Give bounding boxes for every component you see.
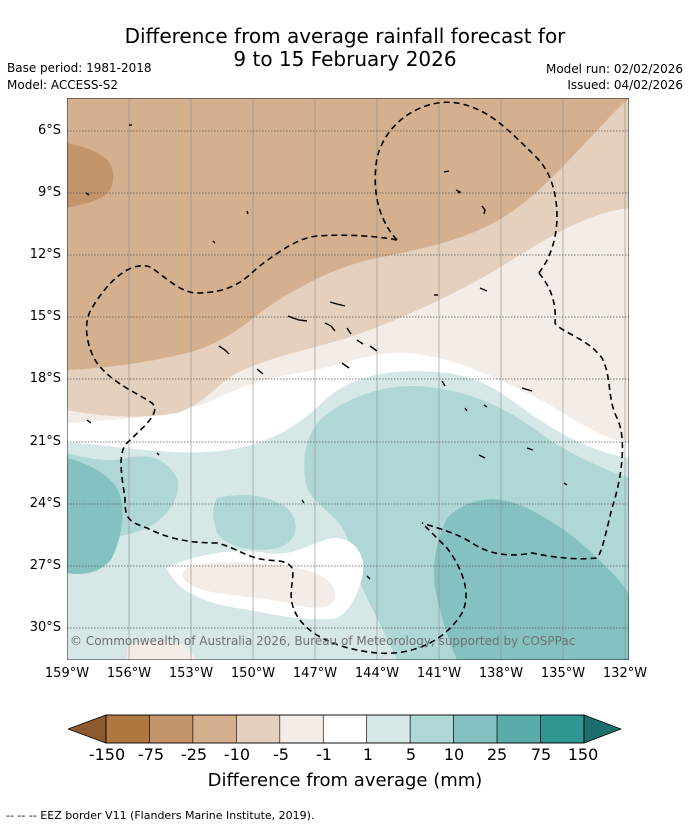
colorbar-tick-label: 75 <box>530 745 552 764</box>
model-name: Model: ACCESS-S2 <box>7 78 119 92</box>
island-24 <box>478 454 486 459</box>
island-14 <box>356 339 364 345</box>
colorbar-cell <box>149 714 194 744</box>
colorbar-tick-label: -5 <box>273 745 289 764</box>
issued-date: Issued: 04/02/2026 <box>567 78 683 92</box>
colorbar-tick-label: -75 <box>137 745 165 764</box>
island-7 <box>481 205 486 215</box>
band-10-to-25 <box>67 458 629 660</box>
island-11 <box>287 315 308 322</box>
colorbar-tick-label: -1 <box>316 745 332 764</box>
title-line-1: Difference from average rainfall forecas… <box>124 24 566 48</box>
colorbar-cell <box>496 714 541 744</box>
colorbar-cell <box>540 714 585 744</box>
colorbar-cell <box>366 714 411 744</box>
lat-label: 18°S <box>29 371 61 386</box>
island-25 <box>526 447 534 451</box>
lat-label: 21°S <box>29 434 61 449</box>
island-6 <box>479 287 488 292</box>
islands <box>85 124 568 580</box>
colorbar-tick-label: -10 <box>223 745 251 764</box>
island-19 <box>441 380 446 387</box>
island-29 <box>156 452 160 456</box>
colorbar-cell <box>236 714 281 744</box>
eez-border-french-polynesia <box>421 272 624 560</box>
colorbar-arrow-left <box>68 714 107 744</box>
island-15 <box>369 345 378 352</box>
lat-label: 6°S <box>37 123 61 138</box>
colorbar-tick-label: 1 <box>362 745 374 764</box>
island-17 <box>256 368 264 375</box>
lon-label: 132°W <box>602 666 648 681</box>
colorbar-tick-label: -150 <box>88 745 126 764</box>
colorbar-frame <box>105 714 585 744</box>
colorbar-cell <box>279 714 324 744</box>
lon-label: 144°W <box>354 666 400 681</box>
colorbar-cell <box>453 714 498 744</box>
colorbar-tick-label: 150 <box>567 745 599 764</box>
island-28 <box>301 499 305 504</box>
lon-label: 147°W <box>292 666 338 681</box>
colorbar <box>68 714 622 744</box>
rainfall-anomaly-map <box>67 98 629 660</box>
band-5-to-10-center <box>213 495 296 550</box>
lon-label: 138°W <box>478 666 524 681</box>
lon-label: 156°W <box>106 666 152 681</box>
eez-borders <box>85 101 624 655</box>
island-3 <box>246 210 249 215</box>
lat-label: 27°S <box>29 558 61 573</box>
island-21 <box>464 407 468 412</box>
colorbar-cell <box>322 714 368 744</box>
island-2 <box>85 192 90 196</box>
colorbar-tick-label: 25 <box>486 745 508 764</box>
band-minus10-to-minus25 <box>67 98 629 370</box>
colorbar-cell <box>192 714 237 744</box>
colorbar-tick-label: 10 <box>443 745 465 764</box>
base-period: Base period: 1981-2018 <box>7 61 152 75</box>
model-run: Model run: 02/02/2026 <box>545 62 683 76</box>
eez-footnote: -- -- -- EEZ border V11 (Flanders Marine… <box>6 809 315 822</box>
island-8 <box>443 170 450 173</box>
lat-label: 9°S <box>37 185 61 200</box>
band-minus1-south <box>182 562 336 608</box>
island-20 <box>521 387 533 392</box>
colorbar-tick-label: 5 <box>405 745 417 764</box>
band-minus1-southwest <box>127 640 197 660</box>
title-line-2: 9 to 15 February 2026 <box>233 47 457 71</box>
lon-label: 159°W <box>44 666 90 681</box>
lon-label: 150°W <box>230 666 276 681</box>
island-27 <box>366 575 371 580</box>
island-18 <box>341 362 350 369</box>
island-26 <box>563 482 568 486</box>
copyright-notice: © Commonwealth of Australia 2026, Bureau… <box>70 634 576 648</box>
lon-label: 141°W <box>416 666 462 681</box>
island-5 <box>455 189 462 194</box>
island-4 <box>212 240 216 244</box>
colorbar-tick-label: -25 <box>180 745 208 764</box>
lon-label: 153°W <box>168 666 214 681</box>
colorbar-arrow-right <box>583 714 622 744</box>
eez-border-cook-islands <box>85 234 467 655</box>
island-16 <box>218 345 230 355</box>
colorbar-title: Difference from average (mm) <box>207 770 483 791</box>
graticule-lat <box>67 130 629 629</box>
island-10 <box>329 301 346 307</box>
island-13 <box>346 327 352 335</box>
colorbar-cell <box>409 714 454 744</box>
band-minus25-to-minus75 <box>67 143 114 208</box>
island-12 <box>324 322 336 332</box>
island-22 <box>483 404 488 408</box>
lat-label: 15°S <box>29 309 61 324</box>
lon-label: 135°W <box>540 666 586 681</box>
island-23 <box>86 419 92 424</box>
colorbar-cell <box>105 714 150 744</box>
lat-label: 30°S <box>29 620 61 635</box>
lat-label: 12°S <box>29 247 61 262</box>
colorbar-cells <box>105 714 585 744</box>
lat-label: 24°S <box>29 496 61 511</box>
